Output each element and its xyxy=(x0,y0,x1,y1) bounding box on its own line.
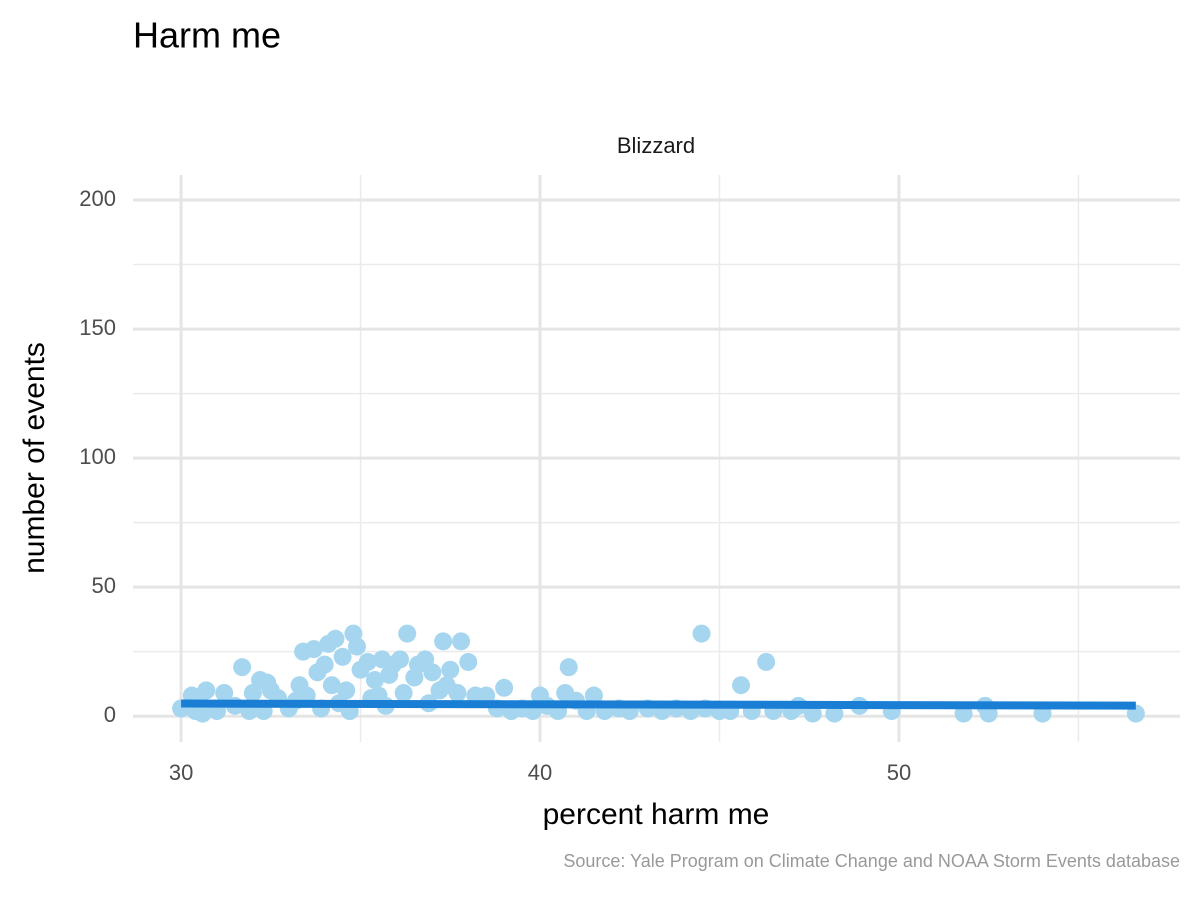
y-tick-label: 50 xyxy=(92,573,116,598)
point xyxy=(215,683,234,702)
point xyxy=(315,655,334,674)
y-tick-label: 200 xyxy=(79,186,116,211)
point xyxy=(757,652,776,671)
point xyxy=(193,704,212,723)
x-tick-label: 30 xyxy=(169,760,193,785)
point xyxy=(233,658,252,677)
point xyxy=(437,676,456,695)
point xyxy=(347,637,366,656)
x-axis-title: percent harm me xyxy=(543,798,770,831)
point xyxy=(326,629,345,648)
point xyxy=(803,704,822,723)
point xyxy=(495,678,514,697)
point xyxy=(394,683,413,702)
y-tick-label: 0 xyxy=(104,702,116,727)
facet-label: Blizzard xyxy=(617,133,695,158)
point xyxy=(304,640,323,659)
point xyxy=(398,624,417,643)
point xyxy=(434,632,453,651)
point xyxy=(333,647,352,666)
chart-title: Harm me xyxy=(133,15,281,56)
x-tick-label: 40 xyxy=(528,760,552,785)
point xyxy=(477,686,496,705)
x-tick-label: 50 xyxy=(887,760,911,785)
point xyxy=(441,660,460,679)
y-tick-label: 150 xyxy=(79,315,116,340)
point xyxy=(559,658,578,677)
point xyxy=(459,652,478,671)
point xyxy=(365,671,384,690)
caption: Source: Yale Program on Climate Change a… xyxy=(563,851,1180,871)
point xyxy=(692,624,711,643)
y-axis-title: number of events xyxy=(18,342,51,574)
point xyxy=(337,681,356,700)
point xyxy=(584,686,603,705)
point xyxy=(322,676,341,695)
point xyxy=(732,676,751,695)
point xyxy=(452,632,471,651)
trend-line xyxy=(181,699,1136,710)
point xyxy=(825,704,844,723)
y-tick-label: 100 xyxy=(79,444,116,469)
point xyxy=(391,650,410,669)
point xyxy=(423,663,442,682)
point xyxy=(197,681,216,700)
point xyxy=(358,652,377,671)
